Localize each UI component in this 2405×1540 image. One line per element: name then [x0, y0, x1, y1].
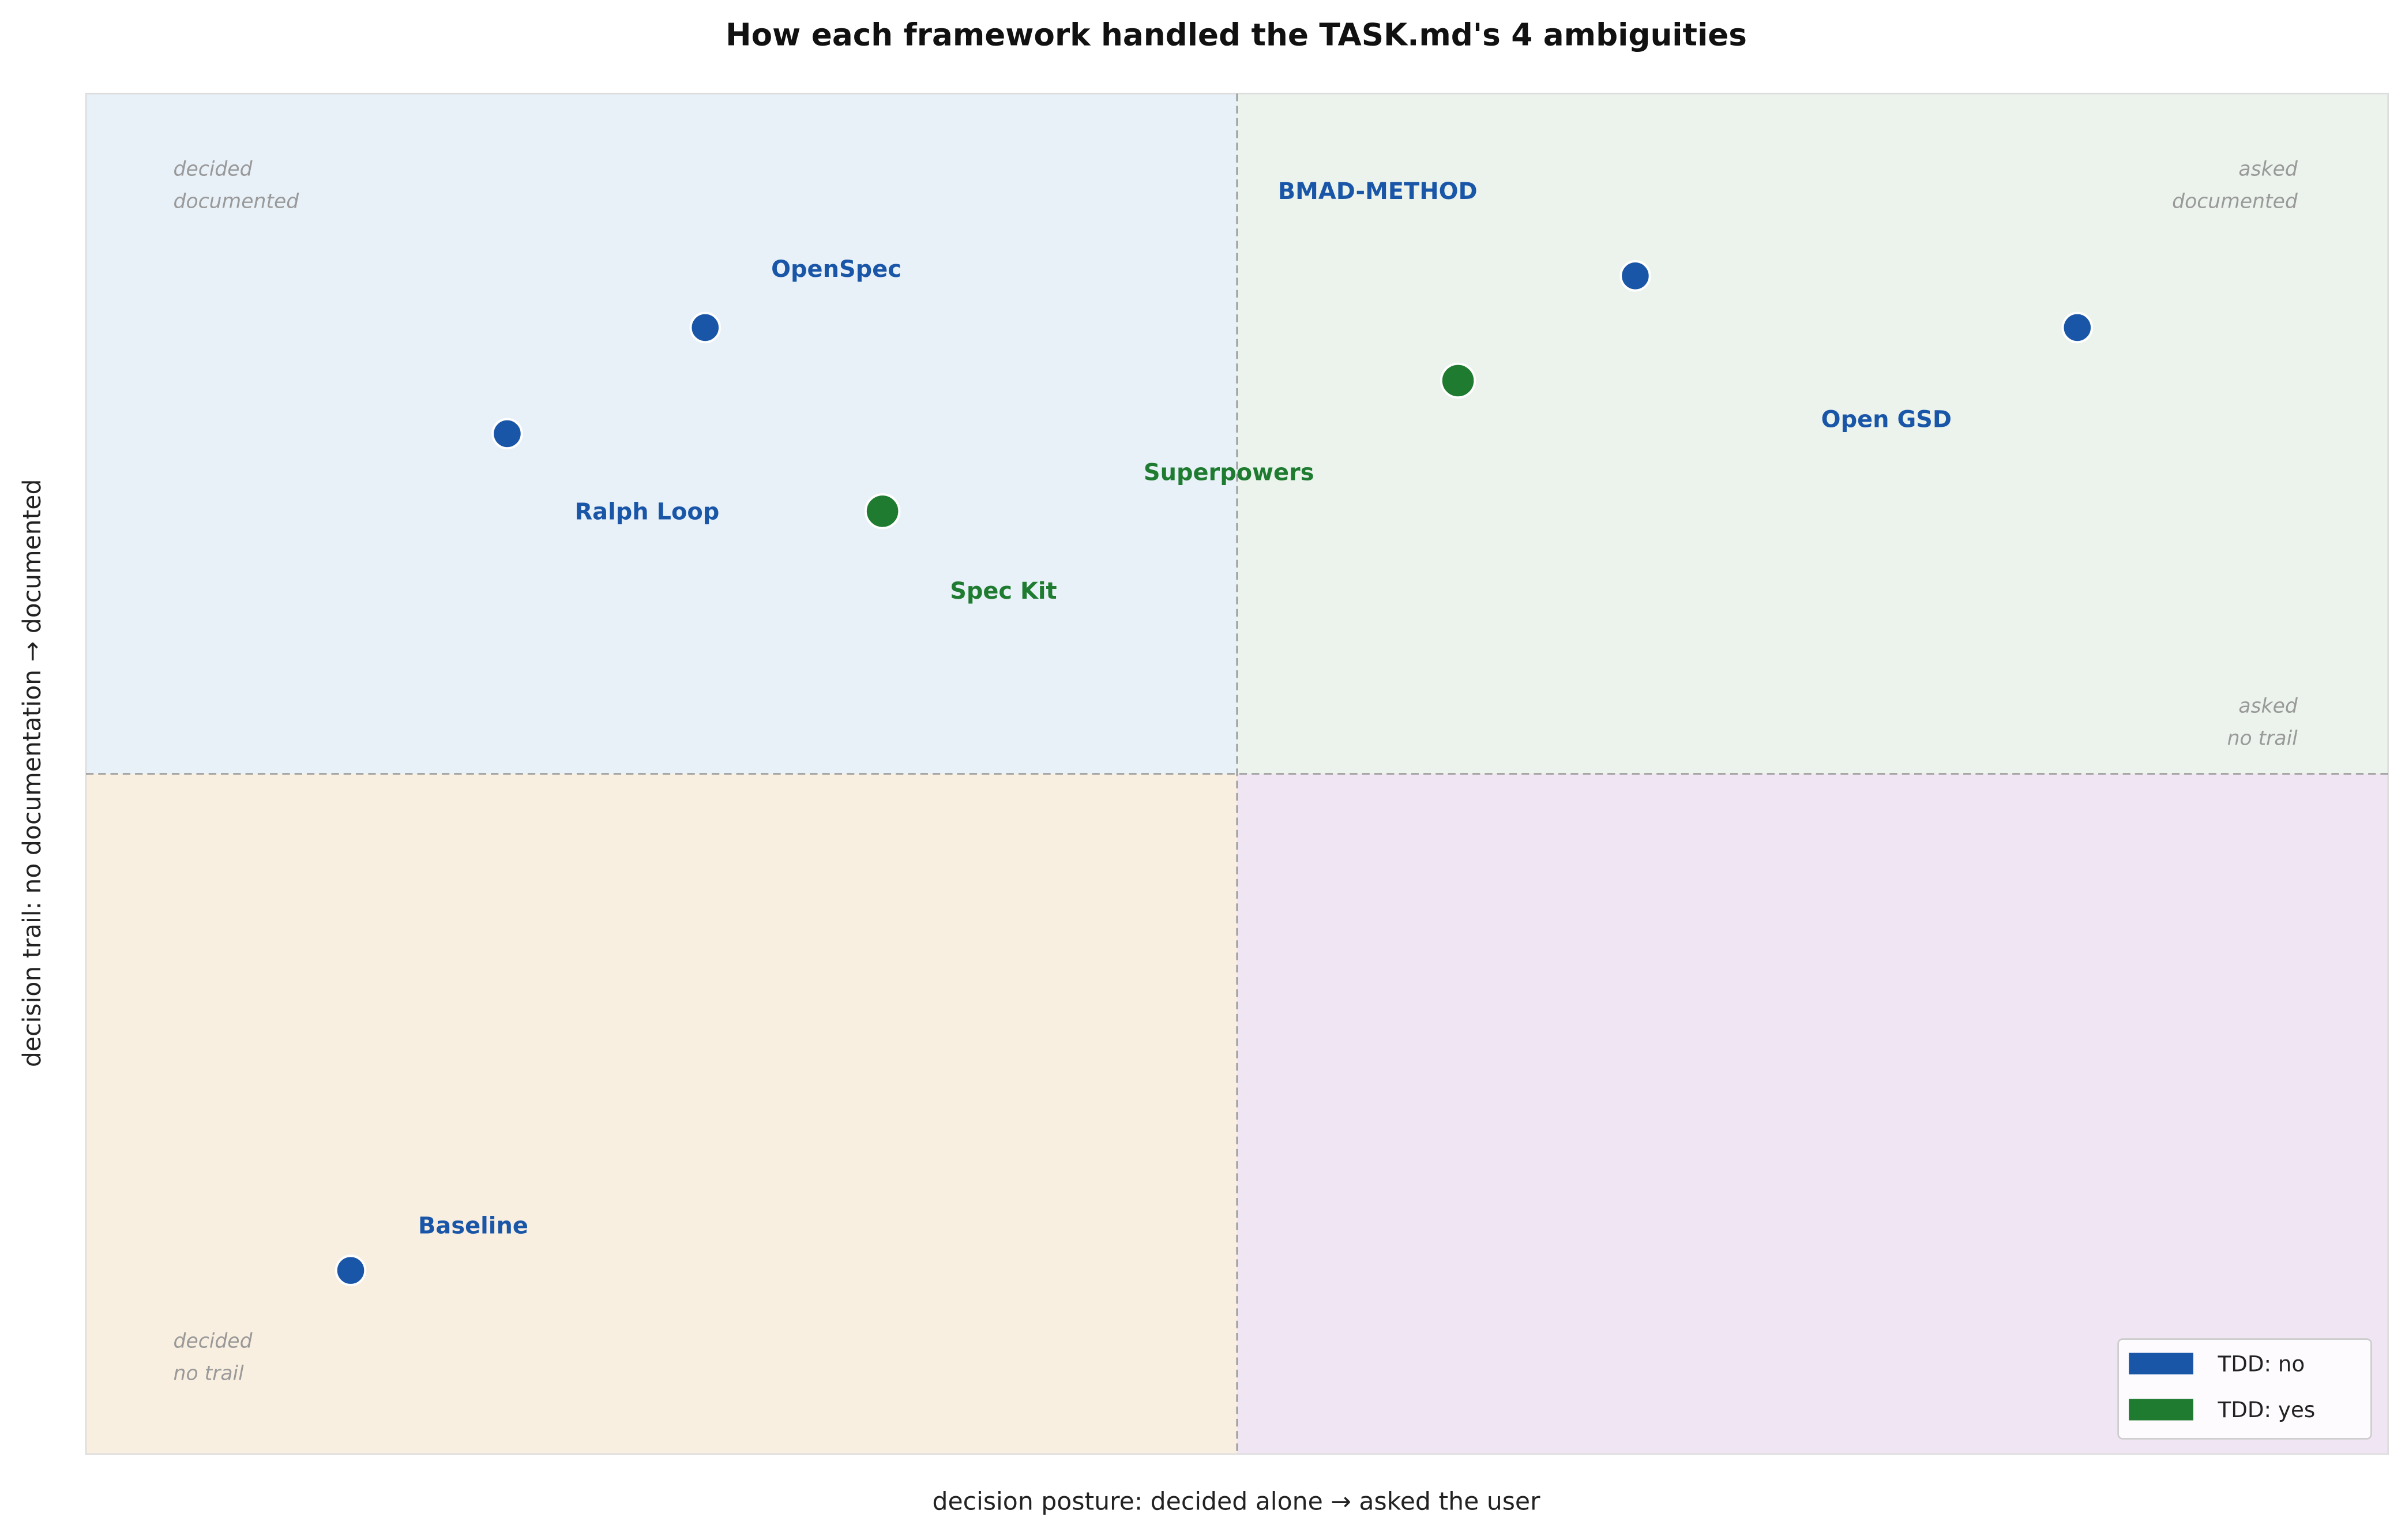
point-label: OpenSpec: [771, 256, 901, 283]
point: [1440, 362, 1476, 399]
legend-label: TDD: no: [2217, 1351, 2305, 1376]
point-label: Baseline: [418, 1213, 528, 1239]
point-label: Spec Kit: [950, 578, 1057, 604]
legend-swatch: [2129, 1353, 2193, 1374]
chart-title: How each framework handled the TASK.md's…: [726, 17, 1747, 52]
legend-swatch: [2129, 1399, 2193, 1421]
point: [864, 493, 901, 529]
quadrant: [85, 773, 1237, 1455]
quadrant-label: documented: [174, 190, 300, 213]
quadrant-label: no trail: [174, 1362, 245, 1385]
legend-label: TDD: yes: [2217, 1397, 2315, 1422]
point: [2061, 311, 2094, 344]
point: [491, 418, 523, 450]
quadrant-label: documented: [2172, 190, 2298, 213]
point-label: BMAD-METHOD: [1278, 178, 1478, 205]
point-label: Superpowers: [1144, 460, 1314, 486]
y-axis-label: decision trail: no documentation → docum…: [18, 479, 47, 1068]
quadrant-label: no trail: [2227, 727, 2298, 750]
quadrant: [1237, 93, 2388, 774]
quadrant: [85, 93, 1237, 774]
quadrant-label: decided: [174, 1329, 253, 1353]
point-label: Open GSD: [1821, 407, 1952, 433]
quadrant-label: asked: [2238, 158, 2298, 181]
x-axis-label: decision posture: decided alone → asked …: [932, 1488, 1540, 1516]
quadrant-label: asked: [2238, 694, 2298, 718]
point: [335, 1254, 367, 1286]
point-label: Ralph Loop: [574, 499, 719, 525]
quadrant-label: decided: [174, 158, 253, 181]
point: [689, 311, 722, 344]
point: [1619, 260, 1651, 292]
